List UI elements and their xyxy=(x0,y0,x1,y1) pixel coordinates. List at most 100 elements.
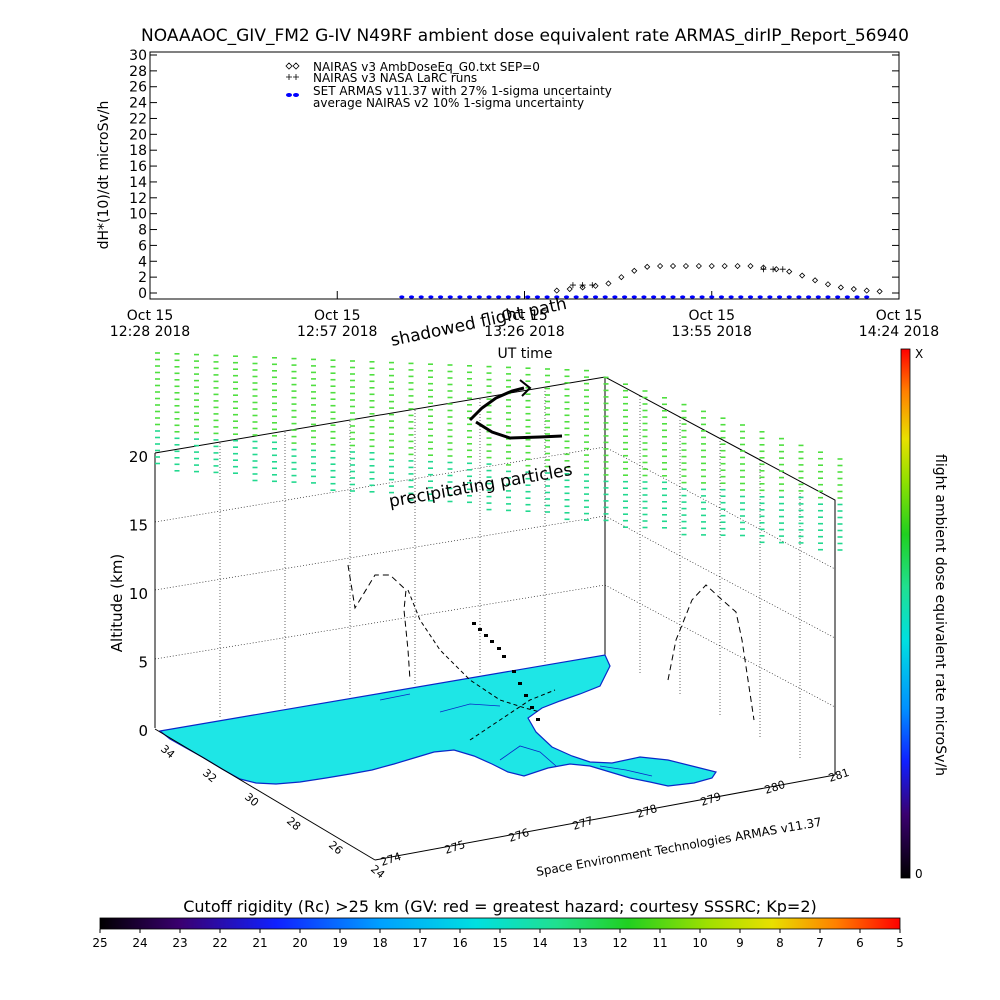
armas-point xyxy=(835,295,841,299)
nairas-point xyxy=(773,266,780,273)
armas-point xyxy=(854,295,860,299)
lat-tick-label: 28 xyxy=(284,814,303,833)
rigidity-tick-label: 21 xyxy=(252,936,267,950)
rigidity-colorbar: Cutoff rigidity (Rc) >25 km (GV: red = g… xyxy=(92,897,903,950)
armas-point xyxy=(757,295,763,299)
nairas-point xyxy=(644,263,651,270)
nairas-point xyxy=(592,282,599,289)
armas-point xyxy=(806,295,812,299)
lat-tick-label: 30 xyxy=(242,790,261,809)
nairas-point xyxy=(657,262,664,270)
lon-tick-label: 274 xyxy=(379,850,403,869)
armas-point xyxy=(418,295,424,299)
armas-point xyxy=(515,295,521,299)
rigidity-tick-label: 16 xyxy=(452,936,467,950)
rigidity-tick-label: 25 xyxy=(92,936,107,950)
armas-point xyxy=(767,295,773,299)
nairas-point xyxy=(553,287,560,294)
larc-point xyxy=(770,266,777,273)
rigidity-tick-label: 13 xyxy=(572,936,587,950)
y-tick-label: 0 xyxy=(138,286,147,302)
lon-tick-label: 280 xyxy=(763,778,787,797)
lat-tick-label: 26 xyxy=(326,838,345,857)
rigidity-tick-label: 9 xyxy=(736,936,744,950)
armas-point xyxy=(718,295,725,299)
nairas-point xyxy=(799,272,806,279)
z-tick-label: 5 xyxy=(138,654,148,672)
x-axis-label: UT time xyxy=(498,346,553,362)
armas-point xyxy=(525,295,531,299)
larc-point xyxy=(589,282,596,289)
coast-detail xyxy=(379,693,653,777)
lon-tick-label: 278 xyxy=(635,802,659,821)
y-tick-label: 8 xyxy=(138,223,147,239)
armas-point xyxy=(728,295,734,299)
armas-point xyxy=(437,295,444,299)
legend-entry: NAIRAS v3 NASA LaRC runs xyxy=(313,71,477,85)
armas-point xyxy=(612,295,618,299)
armas-point xyxy=(496,295,502,299)
legend-marker-plus xyxy=(286,74,299,80)
armas-point xyxy=(554,295,560,299)
y-tick-label: 4 xyxy=(138,254,147,270)
y-tick-label: 22 xyxy=(129,111,147,127)
y-tick-label: 30 xyxy=(129,48,147,64)
y-tick-label: 28 xyxy=(129,64,147,80)
armas-point xyxy=(467,295,473,299)
rigidity-tick-label: 5 xyxy=(896,936,904,950)
x-tick-time: 13:26 2018 xyxy=(484,324,564,340)
z-axis-ticks: 0 5 10 15 20 xyxy=(129,448,148,740)
series-layer xyxy=(399,262,883,299)
armas-point xyxy=(815,295,821,299)
x-tick-date: Oct 15 xyxy=(689,308,735,324)
armas-point xyxy=(641,295,647,299)
armas-point xyxy=(573,295,579,299)
armas-point xyxy=(844,295,850,299)
x-tick-time: 12:28 2018 xyxy=(110,324,190,340)
y-tick-label: 18 xyxy=(129,143,147,159)
armas-point xyxy=(786,295,792,299)
x-tick-time: 12:57 2018 xyxy=(297,324,377,340)
armas-point xyxy=(476,295,482,299)
colorbar-max-label: X xyxy=(915,347,923,361)
armas-point xyxy=(428,295,434,299)
nairas-point xyxy=(695,262,702,270)
lat-tick-label: 32 xyxy=(200,766,219,785)
rigidity-tick-label: 6 xyxy=(856,936,864,950)
x-tick-time: 14:24 2018 xyxy=(859,324,939,340)
rigidity-tick-label: 18 xyxy=(372,936,387,950)
rigidity-tick-label: 11 xyxy=(652,936,667,950)
armas-point xyxy=(776,295,783,299)
rigidity-tick-label: 8 xyxy=(776,936,784,950)
legend-entry: NAIRAS v3 AmbDoseEq_G0.txt SEP=0 xyxy=(313,60,540,74)
x-tick-date: Oct 15 xyxy=(501,308,547,324)
dose-colorbar xyxy=(900,348,911,879)
flight-path xyxy=(468,379,563,721)
back-grid xyxy=(154,376,836,775)
nairas-point xyxy=(721,262,728,270)
armas-point xyxy=(738,295,744,299)
armas-point xyxy=(583,295,589,299)
flight-path-shadows xyxy=(347,564,755,741)
nairas-point xyxy=(669,262,677,270)
rigidity-tick-label: 7 xyxy=(816,936,824,950)
rigidity-tick-label: 15 xyxy=(492,936,507,950)
nairas-point xyxy=(682,262,689,270)
nairas-point xyxy=(786,268,793,275)
rigidity-ticks: 25 24 23 22 21 20 19 18 17 16 15 14 13 12 11 10 9 8 7 6 5 xyxy=(92,929,904,950)
floor-axes xyxy=(154,728,836,861)
armas-point xyxy=(457,295,463,299)
armas-point xyxy=(534,295,541,299)
armas-point xyxy=(660,295,666,299)
lon-tick-label: 275 xyxy=(443,838,467,857)
rigidity-tick-label: 20 xyxy=(292,936,307,950)
chart-title: NOAAAOC_GIV_FM2 G-IV N49RF ambient dose … xyxy=(141,26,909,46)
y-tick-label: 20 xyxy=(129,127,147,143)
nairas-point xyxy=(837,284,844,291)
z-tick-label: 15 xyxy=(129,517,148,535)
legend: NAIRAS v3 AmbDoseEq_G0.txt SEP=0 NAIRAS … xyxy=(285,60,612,110)
rigidity-tick-label: 14 xyxy=(532,936,547,950)
nairas-point xyxy=(605,280,612,287)
